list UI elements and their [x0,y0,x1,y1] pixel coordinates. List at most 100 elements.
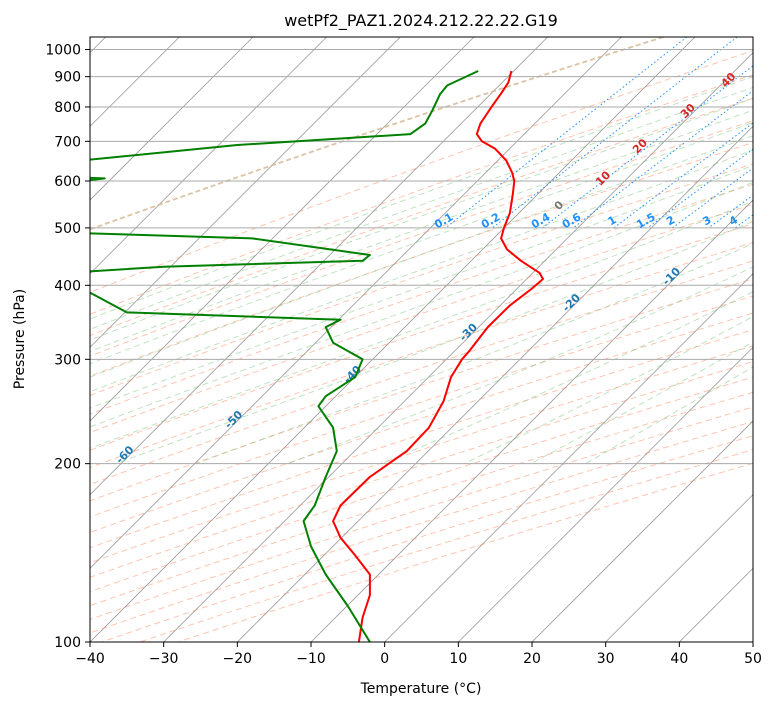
isotherm-line [310,199,753,642]
isotherm-line [679,567,753,642]
dry-adiabat-line [90,97,753,337]
mixing-ratio-line [572,90,753,229]
isotherm-line [90,37,254,201]
isotherm-label: -50 [222,408,245,431]
background-line-labels: 0.10.20.40.611.52346810131620253036-100-… [0,70,775,514]
ice-saturation-curve [90,37,664,231]
isotherm-label: -10 [660,265,683,288]
mixing-ratio-line [542,65,753,229]
moist-adiabat-line [90,109,753,353]
mixing-ratio-label: 1 [606,213,619,228]
x-tick-label: 40 [670,651,688,667]
isotherm-label: -60 [113,443,136,466]
pressure-gridlines [90,49,753,642]
mixing-ratio-label: 4 [727,213,740,228]
moist-adiabat-line [90,76,753,320]
chart-title: wetPf2_PAZ1.2024.212.22.22.G19 [284,11,558,31]
moist-adiabat-line [381,290,753,465]
temperature-profile-line [332,70,544,642]
y-axis-label: Pressure (hPa) [12,289,28,389]
isotherm-line [90,37,327,275]
moist-adiabat-line [90,200,753,449]
y-tick-label: 1000 [45,43,81,59]
profiles [90,70,544,642]
moist-adiabat-label: 40 [718,70,738,90]
x-tick-label: 0 [380,651,389,667]
mixing-ratio-line [492,37,738,229]
dry-adiabat-line [90,223,753,451]
y-tick-label: 400 [54,278,81,294]
mixing-ratio-label: 2 [664,213,677,228]
isotherm-line [531,420,753,642]
dry-adiabat-line [101,435,753,642]
mixing-ratio-label: 6 [766,213,775,228]
moist-adiabat-line [463,316,753,465]
dry-adiabat-line [90,329,753,549]
x-tick-label: 20 [523,651,541,667]
isotherm-line [90,37,475,422]
x-tick-label: −30 [149,651,179,667]
dry-adiabat-line [90,406,753,620]
dry-adiabat-line [90,361,753,578]
moist-adiabat-line [90,149,753,393]
dry-adiabat-line [90,391,753,607]
x-axis-label: Temperature (°C) [360,681,482,697]
moist-adiabat-line [90,164,753,409]
dry-adiabat-line [90,120,753,357]
x-tick-label: −40 [75,651,105,667]
isotherm-line [90,37,401,348]
isotherm-line [90,37,696,642]
y-tick-label: 900 [54,70,81,86]
isotherm-line [752,641,753,642]
x-tick-label: −20 [223,651,253,667]
y-tick-label: 300 [54,352,81,368]
background-lines [90,37,753,642]
x-axis-ticks: −40 −30 −20 −10 0 10 20 30 40 50 [75,642,762,667]
x-tick-label: −10 [296,651,326,667]
moist-adiabat-line [90,181,753,428]
dry-adiabat-line [90,183,753,415]
x-tick-label: 30 [597,651,615,667]
dry-adiabat-line [90,163,753,396]
y-tick-label: 100 [54,635,81,651]
y-tick-label: 500 [54,221,81,237]
isotherm-line [458,346,753,642]
dry-adiabat-line [90,312,753,533]
dry-adiabat-line [90,142,753,377]
isotherm-line [90,37,622,569]
isotherm-line [384,273,753,642]
isotherm-line [237,125,753,642]
isotherm-label: -20 [560,291,583,314]
isotherm-line [605,494,753,642]
moist-adiabat-line [195,242,753,465]
moist-adiabat-label: 30 [678,101,698,121]
dry-adiabat-line [90,74,753,315]
dry-adiabat-line [90,260,753,485]
mixing-ratio-line [445,37,688,229]
moist-adiabat-line [90,86,753,330]
dewpoint-profile-line [90,70,479,642]
moist-adiabat-line [116,220,753,465]
dry-adiabat-line [90,278,753,502]
dry-adiabat-line [90,50,753,293]
moist-adiabat-line [90,135,753,378]
x-tick-label: 10 [449,651,467,667]
plot-frame [89,36,754,643]
dry-adiabat-line [177,462,753,642]
y-axis-ticks: 100 200 300 400 500 600 700 800 900 1000 [45,43,90,651]
moist-adiabat-label: 10 [593,168,613,188]
y-tick-label: 600 [54,174,81,190]
isotherm-label: -70 [0,491,15,514]
mixing-ratio-line [613,122,753,229]
moist-adiabat-line [90,122,753,365]
x-tick-label: 50 [744,651,762,667]
mixing-ratio-line [672,167,753,229]
y-tick-label: 700 [54,134,81,150]
moist-adiabat-line [530,341,753,465]
y-tick-label: 200 [54,457,81,473]
moist-adiabat-label: 20 [630,136,650,156]
moist-adiabat-line [90,98,753,341]
isotherm-line [163,52,753,642]
y-tick-label: 800 [54,100,81,116]
